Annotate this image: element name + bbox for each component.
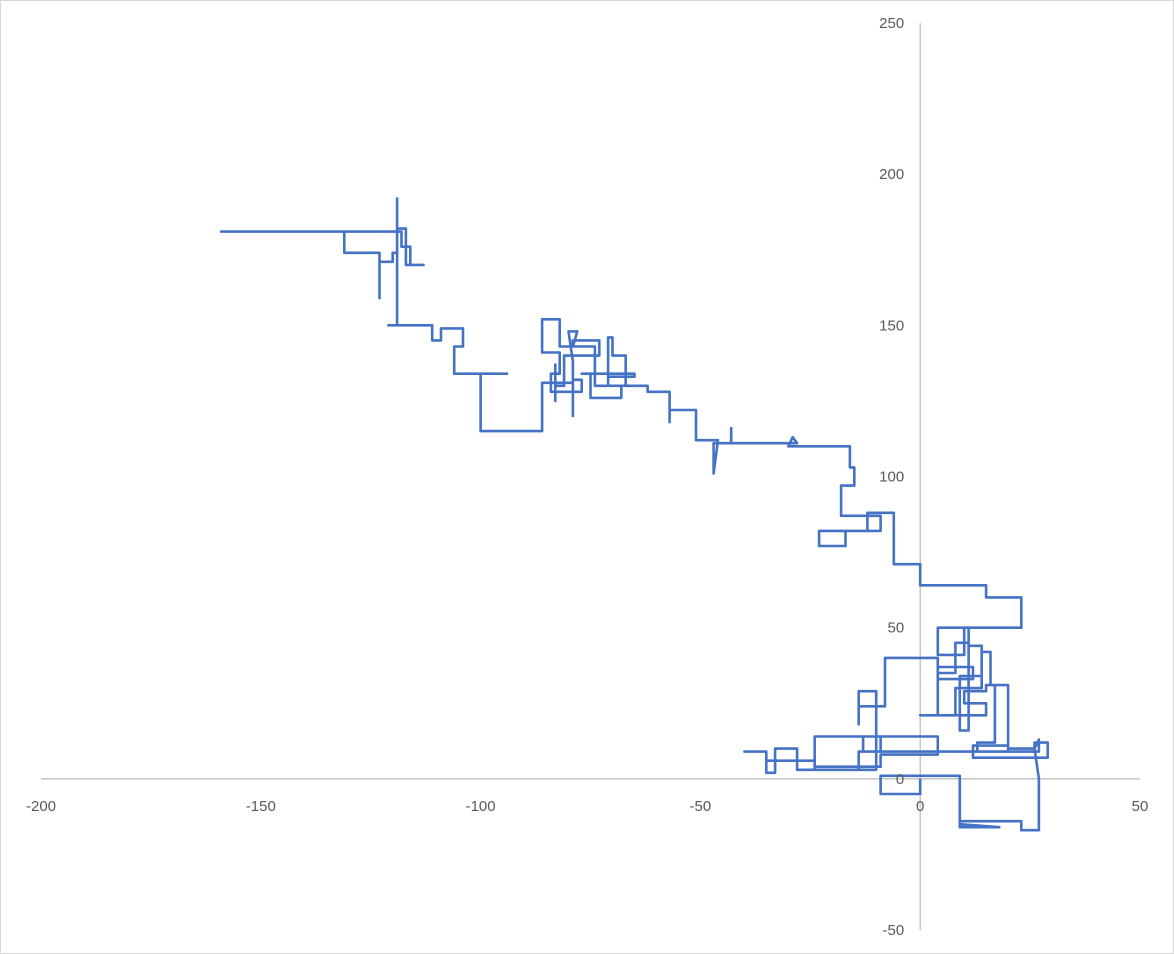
- y-tick-label: 250: [879, 15, 904, 32]
- x-tick-label: -100: [466, 798, 496, 815]
- y-tick-label: -50: [883, 922, 905, 939]
- x-tick-label: -200: [26, 798, 56, 815]
- y-tick-label: 50: [888, 620, 905, 637]
- y-tick-labels: -50 0 50 100 150 200 250: [879, 15, 904, 939]
- y-tick-label: 0: [896, 771, 904, 788]
- series-line: [219, 197, 1049, 832]
- axes: [41, 23, 1140, 930]
- y-tick-label: 100: [879, 469, 904, 486]
- x-tick-label: -50: [690, 798, 712, 815]
- x-tick-labels: -200 -150 -100 -50 0 50: [26, 798, 1148, 815]
- series-group: [219, 197, 1049, 832]
- y-tick-label: 200: [879, 166, 904, 183]
- x-tick-label: 0: [916, 798, 924, 815]
- x-tick-label: 50: [1132, 798, 1149, 815]
- y-tick-label: 150: [879, 317, 904, 334]
- x-tick-label: -150: [246, 798, 276, 815]
